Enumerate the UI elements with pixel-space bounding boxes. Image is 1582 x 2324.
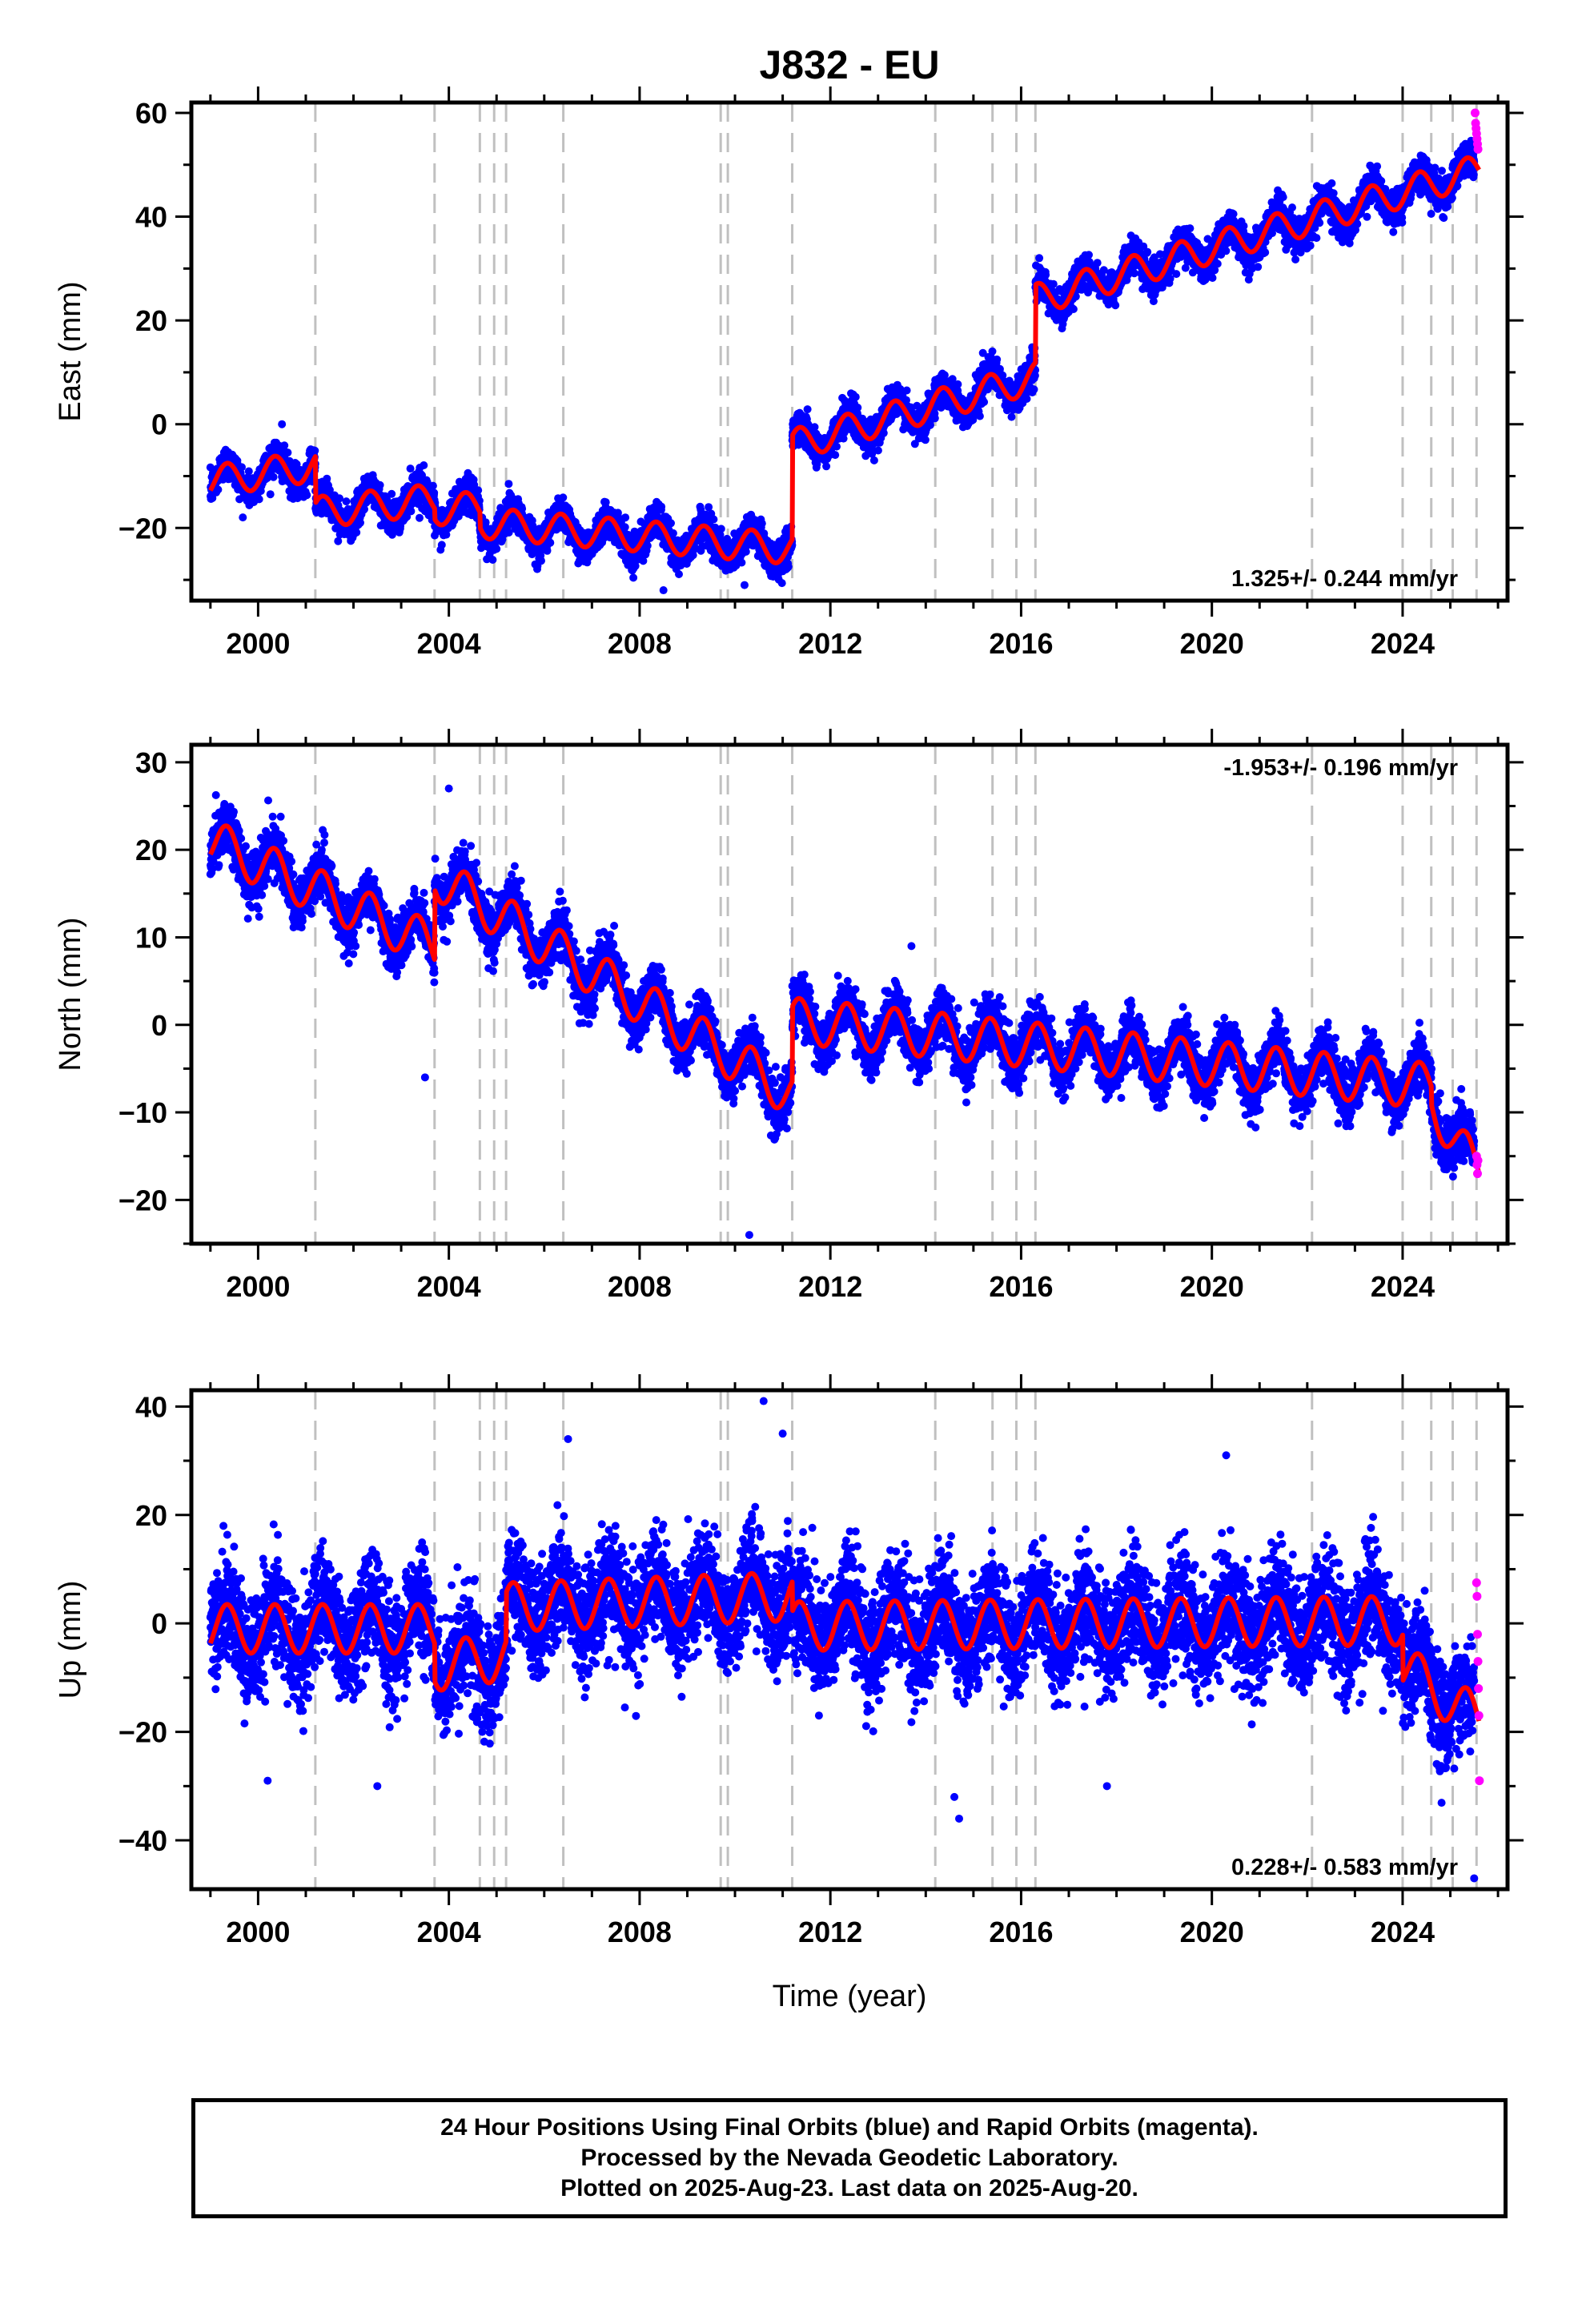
final-orbit-point — [334, 537, 343, 545]
final-orbit-point — [442, 530, 451, 539]
final-orbit-point — [873, 446, 882, 455]
final-orbit-point — [474, 486, 483, 495]
final-orbit-point — [1007, 412, 1016, 421]
final-orbit-point — [822, 462, 831, 471]
final-orbit-point — [717, 525, 725, 533]
east-panel: 2000 2004 2008 2012 2016 2020 2024−200204060Ea… — [54, 86, 1524, 660]
final-orbit-point — [757, 519, 766, 528]
final-orbit-point — [784, 562, 793, 571]
final-orbit-point — [244, 467, 253, 476]
final-orbit-point — [504, 529, 513, 537]
final-orbit-point — [853, 404, 862, 412]
final-orbit-point — [356, 518, 364, 527]
final-orbit-point — [255, 495, 263, 504]
final-orbit-point — [208, 494, 217, 502]
chart-title: J832 - EU — [759, 42, 939, 87]
final-orbit-point — [621, 513, 630, 522]
final-orbit-point — [988, 347, 997, 356]
final-orbit-point — [851, 392, 860, 401]
final-orbit-point — [803, 405, 812, 414]
final-orbit-point — [283, 448, 292, 457]
final-orbit-point — [342, 497, 351, 506]
final-orbit-point — [481, 518, 490, 527]
final-orbit-point — [387, 489, 396, 498]
final-orbit-point — [269, 472, 278, 481]
final-orbit-point — [428, 481, 437, 490]
final-orbit-point — [926, 420, 934, 429]
final-orbit-point — [280, 441, 289, 450]
final-orbit-point — [375, 480, 384, 489]
final-orbit-point — [518, 505, 527, 513]
final-orbit-point — [239, 513, 247, 522]
final-orbit-point — [492, 545, 501, 553]
final-orbit-point — [831, 451, 840, 460]
final-orbit-point — [406, 464, 415, 473]
final-orbit-point — [1030, 385, 1038, 394]
final-orbit-point — [352, 528, 361, 537]
final-orbit-point — [214, 485, 223, 494]
final-orbit-point — [869, 456, 878, 464]
final-orbit-point — [993, 355, 1002, 364]
final-orbit-point — [629, 573, 638, 582]
final-orbit-point — [737, 558, 746, 567]
final-orbit-point — [601, 498, 610, 507]
final-orbit-point — [437, 541, 446, 549]
final-orbit-point — [488, 556, 497, 564]
final-orbit-point — [709, 515, 718, 524]
final-orbit-point — [238, 463, 246, 472]
final-orbit-point — [323, 474, 331, 483]
final-orbit-point — [667, 519, 675, 528]
final-orbit-point — [980, 398, 989, 406]
final-orbit-point — [921, 436, 930, 444]
final-orbit-point — [546, 538, 555, 547]
final-orbit-point — [537, 557, 545, 565]
final-orbit-point — [407, 507, 416, 516]
final-orbit-point — [657, 502, 666, 511]
final-orbit-point — [335, 494, 343, 503]
final-orbit-point — [504, 480, 513, 489]
final-orbit-point — [930, 414, 939, 423]
final-orbit-point — [1035, 254, 1044, 263]
final-orbit-point — [266, 490, 275, 499]
final-orbit-point — [669, 529, 677, 537]
final-orbit-point — [403, 513, 412, 521]
final-orbit-point — [833, 442, 841, 451]
final-orbit-point — [360, 505, 368, 513]
final-orbit-point — [303, 491, 311, 500]
final-orbit-point — [620, 523, 629, 532]
final-orbit-point — [777, 579, 786, 588]
final-orbit-points — [206, 136, 1479, 595]
final-orbit-point — [430, 489, 439, 497]
final-orbit-point — [311, 446, 319, 455]
final-orbit-point — [643, 541, 652, 550]
final-orbit-point — [902, 386, 911, 395]
final-orbit-point — [1022, 395, 1031, 403]
final-orbit-point — [975, 412, 984, 420]
final-orbit-point — [675, 570, 683, 578]
final-orbit-point — [420, 461, 428, 469]
final-orbit-point — [416, 513, 424, 522]
final-orbit-point — [954, 380, 962, 388]
final-orbit-point — [559, 493, 568, 502]
